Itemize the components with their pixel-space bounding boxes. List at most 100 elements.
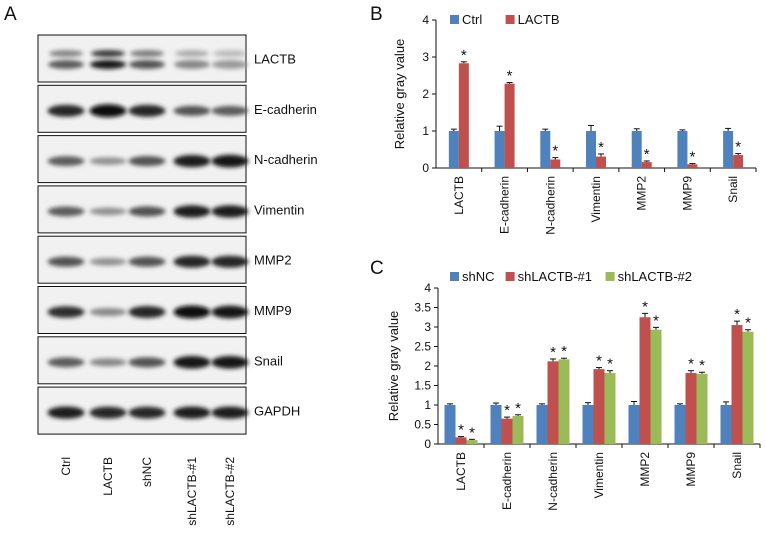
significance-star: *	[688, 356, 694, 373]
lane-label-shlactb-1: shLACTB-#1	[185, 457, 199, 526]
chart-axes: 0 1 2 3 4 Relative gray value LACTB E-cadherin N…	[392, 13, 757, 235]
lane-label-shlactb-2: shLACTB-#2	[223, 457, 237, 526]
bar-lactb-vimentin	[596, 156, 606, 168]
blot-label: Vimentin	[254, 202, 304, 217]
band	[129, 60, 165, 69]
bar-lactb-e-cadherin	[504, 83, 515, 168]
bar-shnc-vimentin	[582, 405, 594, 444]
significance-star: *	[598, 139, 604, 156]
bar-lactb-mmp9	[687, 164, 698, 168]
y-axis-title: Relative gray value	[392, 39, 407, 150]
legend-label-shnc: shNC	[462, 269, 495, 284]
band	[89, 207, 127, 216]
blot-label: GAPDH	[254, 404, 300, 419]
y-tick-label: 3	[424, 320, 431, 334]
blot-label: N-cadherin	[254, 152, 318, 167]
bar-lactb-n-cadherin	[550, 159, 561, 168]
band	[47, 256, 85, 267]
significance-star: *	[561, 343, 567, 360]
band	[211, 154, 249, 168]
blot-e-cadherin: E-cadherin	[37, 84, 317, 133]
x-tick-label-vimentin: Vimentin	[592, 452, 606, 498]
band	[128, 156, 166, 167]
bar-ctrl-mmp2	[631, 131, 642, 168]
band	[128, 256, 166, 267]
legend: Ctrl LACTB	[450, 12, 560, 27]
band	[130, 50, 164, 57]
y-tick-label: 2	[422, 87, 429, 101]
band	[173, 255, 211, 268]
bar-shnc-mmp2	[628, 405, 640, 444]
significance-star: *	[469, 424, 475, 441]
x-tick-label-snail: Snail	[730, 452, 744, 479]
band	[89, 358, 127, 367]
bar-shlactb-2-e-cadherin	[512, 415, 524, 444]
bar-shnc-mmp9	[674, 405, 686, 444]
lane-labels: Ctrl LACTB shNC shLACTB-#1 shLACTB-#2	[59, 457, 237, 526]
band	[211, 205, 249, 218]
bar-ctrl-lactb	[448, 131, 459, 168]
band	[91, 50, 125, 57]
significance-star: *	[515, 400, 521, 417]
bar-shlactb-1-mmp2	[639, 317, 651, 444]
y-tick-label: 4	[424, 281, 431, 295]
band	[90, 60, 126, 69]
lane-label-lactb: LACTB	[101, 457, 115, 496]
bar-shnc-n-cadherin	[536, 405, 548, 444]
band	[48, 60, 84, 69]
blot-snail: Snail	[37, 336, 283, 385]
band	[213, 50, 247, 57]
legend-label-ctrl: Ctrl	[462, 12, 482, 27]
band	[47, 357, 85, 368]
bar-ctrl-vimentin	[586, 131, 596, 168]
chart-bars: * * * * * * *	[448, 47, 744, 168]
band	[173, 105, 211, 116]
panel-b-letter: B	[370, 4, 383, 25]
blot-strips: LACTB E-cadherin N-cadherin Vimentin MMP2 MMP…	[37, 34, 318, 435]
x-tick-label-vimentin: Vimentin	[589, 176, 603, 222]
significance-star: *	[653, 312, 659, 329]
significance-star: *	[735, 139, 741, 156]
blot-label: Snail	[254, 353, 283, 368]
blot-mmp9: MMP9	[37, 286, 292, 334]
panel-a-letter: A	[4, 4, 17, 25]
significance-star: *	[607, 356, 613, 373]
blot-lactb: LACTB	[37, 34, 296, 83]
blot-n-cadherin: N-cadherin	[37, 135, 318, 184]
bar-shlactb-2-vimentin	[604, 373, 616, 444]
significance-star: *	[504, 402, 510, 419]
significance-star: *	[550, 344, 556, 361]
y-tick-label: 2.5	[414, 340, 431, 354]
band	[47, 306, 85, 318]
legend: shNC shLACTB-#1 shLACTB-#2	[450, 269, 692, 284]
x-tick-label-mmp2: MMP2	[638, 452, 652, 487]
x-tick-label-mmp9: MMP9	[680, 176, 694, 211]
legend-swatch-shnc	[450, 272, 459, 281]
x-tick-label-lactb: LACTB	[454, 452, 468, 491]
significance-star: *	[690, 149, 696, 166]
blot-label: MMP2	[254, 253, 292, 268]
y-axis-title: Relative gray value	[386, 311, 401, 422]
band	[128, 306, 166, 318]
legend-label-shlactb-1: shLACTB-#1	[518, 269, 592, 284]
significance-star: *	[507, 68, 513, 85]
significance-star: *	[745, 315, 751, 332]
y-tick-label: 0	[424, 437, 431, 451]
band	[173, 154, 211, 168]
band	[89, 104, 127, 118]
band	[47, 156, 85, 167]
bar-ctrl-snail	[723, 131, 734, 168]
bar-shlactb-2-n-cadherin	[558, 359, 570, 444]
lane-label-ctrl: Ctrl	[59, 457, 73, 476]
legend-swatch-shlactb-2	[605, 272, 615, 281]
bar-shlactb-1-mmp9	[685, 373, 697, 444]
lane-label-shnc: shNC	[140, 457, 154, 487]
chart-bars: * * * * * * * * * * * * * *	[444, 298, 754, 444]
blot-label: E-cadherin	[254, 102, 317, 117]
band	[174, 60, 210, 69]
significance-star: *	[458, 422, 464, 439]
y-tick-label: 0	[422, 161, 429, 175]
blot-mmp2: MMP2	[37, 235, 292, 284]
bar-lactb-snail	[733, 155, 744, 168]
